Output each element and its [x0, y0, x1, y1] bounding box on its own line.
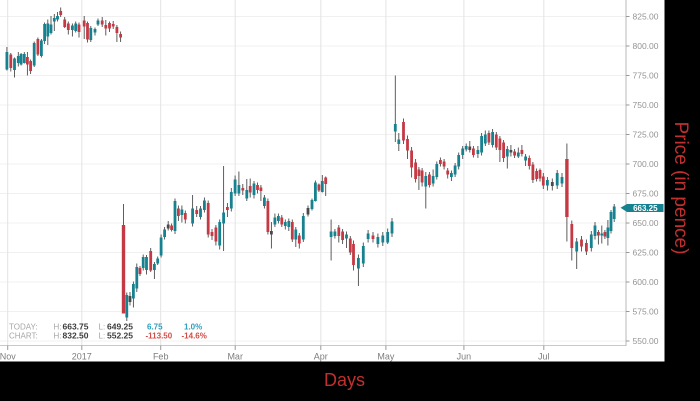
svg-text:Jul: Jul — [538, 352, 550, 362]
svg-text:649.25: 649.25 — [107, 321, 133, 331]
svg-text:Price (in pence): Price (in pence) — [670, 121, 691, 254]
svg-text:663.25: 663.25 — [633, 204, 658, 213]
svg-text:Nov: Nov — [0, 352, 16, 362]
svg-text:675.00: 675.00 — [633, 189, 659, 199]
svg-text:2017: 2017 — [72, 352, 92, 362]
svg-text:H:: H: — [54, 322, 62, 331]
svg-text:Jun: Jun — [457, 352, 472, 362]
svg-text:700.00: 700.00 — [633, 159, 659, 169]
svg-text:L:: L: — [99, 322, 106, 331]
svg-text:Mar: Mar — [227, 352, 243, 362]
svg-text:Days: Days — [324, 370, 365, 390]
svg-text:775.00: 775.00 — [633, 71, 659, 81]
svg-text:May: May — [377, 352, 395, 362]
svg-text:800.00: 800.00 — [633, 41, 659, 51]
svg-text:Feb: Feb — [153, 352, 169, 362]
svg-text:L:: L: — [99, 332, 106, 341]
svg-text:H:: H: — [54, 332, 62, 341]
svg-text:625.00: 625.00 — [633, 248, 659, 258]
svg-text:TODAY:: TODAY: — [9, 322, 38, 331]
svg-text:1.0%: 1.0% — [184, 322, 202, 331]
svg-text:552.25: 552.25 — [107, 331, 133, 341]
svg-text:750.00: 750.00 — [633, 100, 659, 110]
svg-text:Apr: Apr — [314, 352, 328, 362]
svg-text:832.50: 832.50 — [63, 331, 89, 341]
svg-text:600.00: 600.00 — [633, 277, 659, 287]
svg-text:725.00: 725.00 — [633, 130, 659, 140]
svg-text:6.75: 6.75 — [147, 322, 163, 331]
svg-text:575.00: 575.00 — [633, 307, 659, 317]
svg-text:550.00: 550.00 — [633, 336, 659, 346]
svg-text:-113.50: -113.50 — [146, 332, 173, 341]
svg-text:-14.6%: -14.6% — [182, 332, 207, 341]
svg-text:825.00: 825.00 — [633, 12, 659, 22]
svg-text:CHART:: CHART: — [9, 332, 38, 341]
svg-text:663.75: 663.75 — [63, 321, 89, 331]
svg-text:650.00: 650.00 — [633, 218, 659, 228]
